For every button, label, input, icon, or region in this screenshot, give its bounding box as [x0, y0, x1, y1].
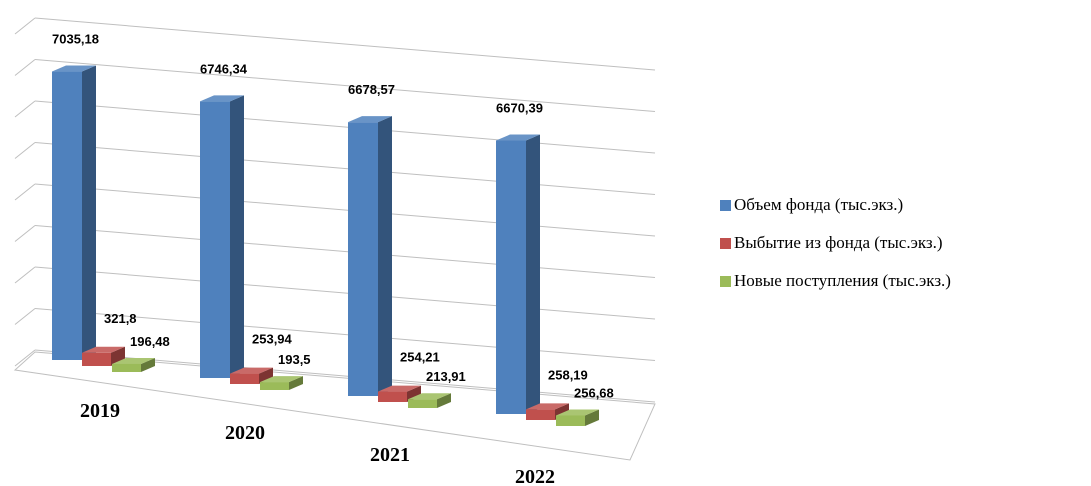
value-label: 6746,34	[200, 61, 248, 76]
bar	[378, 385, 421, 402]
bar-top	[408, 393, 451, 400]
legend-swatch	[720, 200, 731, 211]
grid-line	[34, 142, 656, 195]
legend-swatch	[720, 276, 731, 287]
value-label: 7035,18	[52, 32, 99, 47]
bar-front	[112, 363, 141, 372]
bar-side	[378, 116, 392, 397]
bar	[348, 116, 392, 397]
bar-side	[82, 65, 96, 360]
legend-label: Выбытие из фонда (тыс.экз.)	[734, 233, 943, 252]
bar-front	[52, 71, 82, 360]
value-label: 196,48	[130, 334, 170, 349]
grid-line	[34, 100, 656, 154]
grid-line	[34, 17, 656, 71]
bar	[112, 357, 155, 372]
grid-line	[14, 183, 36, 201]
grid-line	[14, 308, 36, 325]
bar-top	[556, 409, 599, 416]
grid-line	[34, 183, 656, 237]
bar	[82, 346, 125, 366]
bar-side	[437, 393, 451, 408]
value-label: 256,68	[574, 385, 614, 400]
bar-front	[260, 382, 289, 390]
grid-line	[34, 225, 656, 278]
bar-top	[200, 95, 244, 102]
grid-line	[14, 17, 36, 35]
legend-label: Новые поступления (тыс.экз.)	[734, 271, 951, 290]
value-label: 6678,57	[348, 82, 395, 97]
grid-line	[34, 266, 656, 320]
bar-side	[289, 376, 303, 390]
value-label: 321,8	[104, 311, 137, 326]
value-label: 193,5	[278, 352, 311, 367]
x-tick-label: 2021	[370, 444, 410, 466]
grid-line	[34, 59, 656, 112]
value-label: 213,91	[426, 369, 466, 384]
bar	[200, 95, 244, 379]
value-label: 254,21	[400, 350, 440, 365]
bar-side	[141, 357, 155, 372]
bar-front	[230, 373, 259, 384]
bar-side	[585, 409, 599, 426]
grid-line	[14, 100, 36, 118]
grid-line	[14, 349, 36, 367]
bar-side	[230, 95, 244, 379]
value-label: 258,19	[548, 367, 588, 382]
bar-top	[112, 357, 155, 364]
grid-line	[14, 225, 36, 242]
bar-top	[52, 65, 96, 72]
grid-line	[14, 59, 36, 76]
bar	[260, 376, 303, 390]
grid-line	[14, 266, 36, 284]
bar	[230, 367, 273, 384]
x-tick-label: 2022	[515, 466, 555, 486]
grid-line	[34, 308, 656, 361]
x-tick-label: 2019	[80, 400, 120, 422]
bar-front	[200, 101, 230, 379]
bar-side	[407, 385, 421, 402]
value-label: 253,94	[252, 332, 293, 347]
bar-front	[378, 391, 407, 402]
bar-top	[378, 385, 421, 392]
legend-label: Объем фонда (тыс.экз.)	[734, 195, 903, 214]
bar-front	[82, 352, 111, 366]
bar-front	[408, 399, 437, 408]
bar-top	[526, 403, 569, 410]
bar-top	[260, 376, 303, 383]
grid-line	[14, 142, 36, 159]
value-label: 6670,39	[496, 101, 543, 116]
bar-top	[230, 367, 273, 374]
bar-top	[496, 134, 540, 141]
bar-side	[259, 367, 273, 384]
bar-top	[348, 116, 392, 123]
bar-front	[496, 140, 526, 414]
legend-swatch	[720, 238, 731, 249]
floor	[13, 351, 656, 461]
bar	[408, 393, 451, 408]
bar-front	[348, 122, 378, 397]
bar-top	[82, 346, 125, 353]
x-tick-label: 2020	[225, 422, 265, 444]
bar	[52, 65, 96, 360]
bar-front	[556, 415, 585, 426]
bar	[556, 409, 599, 426]
bar-side	[526, 134, 540, 414]
bar	[496, 134, 540, 414]
bar-front	[526, 409, 555, 420]
